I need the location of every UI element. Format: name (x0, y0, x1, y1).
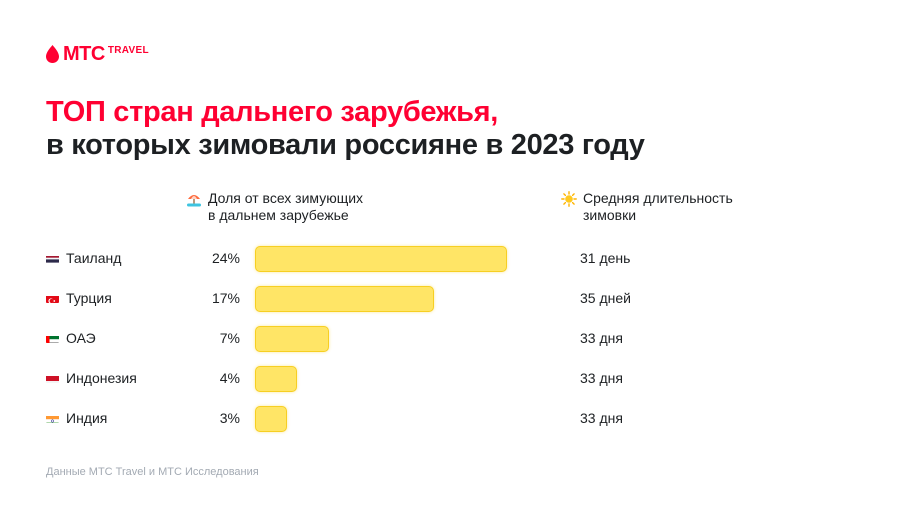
country-row: ОАЭ 7% 33 дня (0, 324, 900, 354)
country-label: Турция (66, 290, 112, 306)
duration-header-line-1: Средняя длительность (583, 190, 733, 206)
share-column-header: Доля от всех зимующих в дальнем зарубежь… (186, 190, 406, 224)
source-note: Данные МТС Travel и МТС Исследования (46, 466, 259, 478)
brand-name: МТС (63, 43, 105, 65)
page-title: ТОП стран дальнего зарубежья, в которых … (46, 96, 866, 162)
country-row: Таиланд 24% 31 день (0, 244, 900, 274)
drop-logo-icon (46, 45, 59, 63)
country-row: Турция 17% 35 дней (0, 284, 900, 314)
duration-value-label: 35 дней (580, 290, 631, 306)
share-value-label: 4% (219, 370, 240, 386)
duration-header-line-2: зимовки (583, 207, 637, 223)
indonesia-flag-icon (46, 373, 59, 383)
share-value-label: 7% (219, 330, 240, 346)
share-value-label: 3% (219, 410, 240, 426)
country-label: ОАЭ (66, 330, 96, 346)
brand-logo: МТС TRAVEL (46, 43, 149, 65)
country-label: Индонезия (66, 370, 137, 386)
share-bar (255, 366, 297, 392)
share-bar (255, 286, 434, 312)
country-label: Таиланд (66, 250, 122, 266)
brand-suffix: TRAVEL (107, 45, 149, 56)
country-label: Индия (66, 410, 108, 426)
share-header-line-2: в дальнем зарубежье (208, 207, 349, 223)
thailand-flag-icon (46, 253, 59, 263)
share-value-label: 24% (211, 250, 240, 266)
country-row: Индия 3% 33 дня (0, 404, 900, 434)
duration-value-label: 31 день (580, 250, 631, 266)
duration-value-label: 33 дня (580, 330, 623, 346)
sun-icon (561, 191, 577, 207)
title-line-1: ТОП стран дальнего зарубежья, (46, 96, 499, 128)
beach-umbrella-icon (187, 195, 201, 207)
uae-flag-icon (46, 333, 59, 343)
share-bar (255, 326, 329, 352)
turkey-flag-icon (46, 293, 59, 303)
india-flag-icon (46, 413, 59, 423)
country-row: Индонезия 4% 33 дня (0, 364, 900, 394)
duration-value-label: 33 дня (580, 410, 623, 426)
share-value-label: 17% (211, 290, 240, 306)
share-bar (255, 246, 507, 272)
duration-column-header: Средняя длительность зимовки (561, 190, 781, 224)
share-header-line-1: Доля от всех зимующих (208, 190, 364, 206)
title-line-2: в которых зимовали россияне в 2023 году (46, 129, 645, 161)
duration-value-label: 33 дня (580, 370, 623, 386)
share-bar (255, 406, 287, 432)
